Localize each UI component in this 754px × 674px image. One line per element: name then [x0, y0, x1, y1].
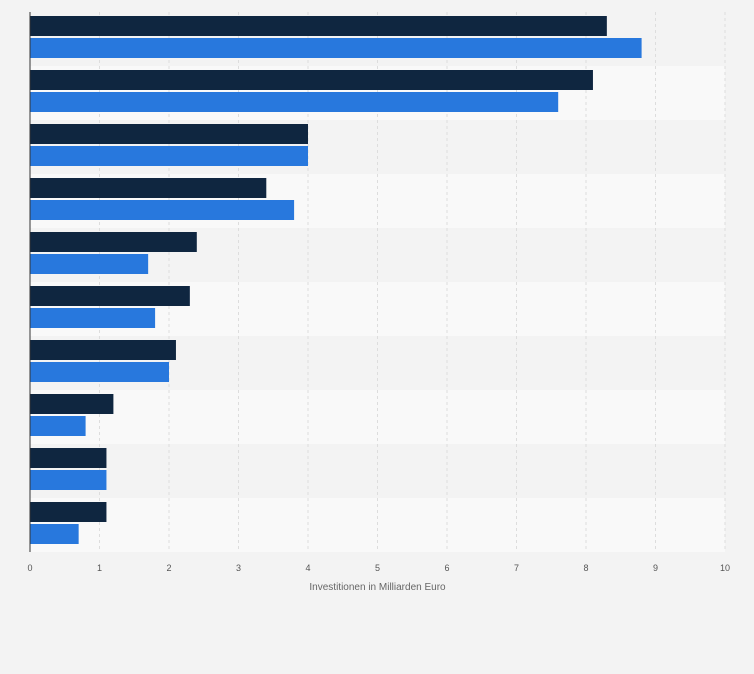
bar-series-1	[30, 448, 107, 468]
bar-series-1	[30, 502, 107, 522]
bar-series-2	[30, 362, 169, 382]
bar-series-2	[30, 254, 149, 274]
bar-series-1	[30, 286, 190, 306]
bar-series-1	[30, 232, 197, 252]
x-tick-labels: 0 1 2 3 4 5 6 7 8 9 10	[27, 563, 730, 573]
x-tick-label: 5	[375, 563, 380, 573]
x-axis-title: Investitionen in Milliarden Euro	[309, 582, 446, 593]
bar-series-1	[30, 394, 114, 414]
bar-series-2	[30, 416, 86, 436]
x-tick-label: 2	[166, 563, 171, 573]
x-tick-label: 4	[305, 563, 310, 573]
bar-series-1	[30, 124, 308, 144]
bar-series-2	[30, 200, 295, 220]
bar-series-2	[30, 524, 79, 544]
bar-series-2	[30, 38, 642, 58]
x-tick-label: 0	[27, 563, 32, 573]
x-tick-label: 8	[583, 563, 588, 573]
x-tick-label: 10	[720, 563, 730, 573]
bar-series-1	[30, 16, 607, 36]
x-tick-label: 7	[514, 563, 519, 573]
bar-series-2	[30, 470, 107, 490]
x-tick-label: 9	[653, 563, 658, 573]
bar-series-2	[30, 92, 559, 112]
x-tick-label: 6	[444, 563, 449, 573]
bar-series-1	[30, 70, 593, 90]
bar-series-1	[30, 340, 176, 360]
x-tick-label: 1	[97, 563, 102, 573]
bar-series-2	[30, 308, 156, 328]
bar-series-2	[30, 146, 308, 166]
x-tick-label: 3	[236, 563, 241, 573]
bar-series-1	[30, 178, 267, 198]
bars	[30, 16, 642, 544]
